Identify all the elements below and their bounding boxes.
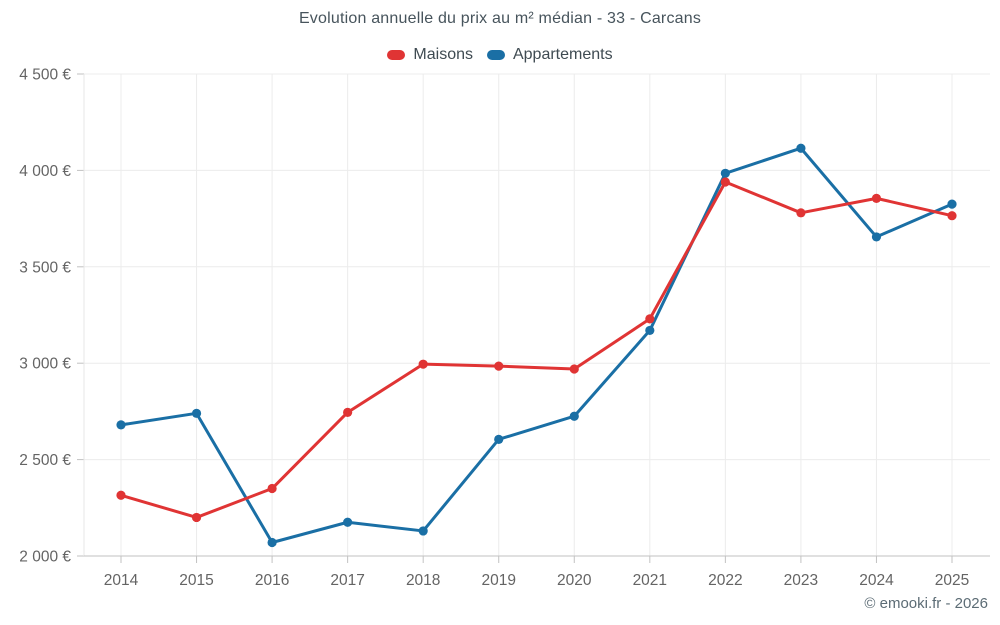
y-axis-tick-label: 2 000 € (19, 549, 71, 566)
data-point-appartements-2016[interactable] (267, 537, 277, 548)
x-axis-tick-label: 2016 (255, 572, 289, 589)
data-point-maisons-2022[interactable] (720, 177, 730, 187)
y-axis-tick-label: 3 000 € (19, 356, 71, 373)
data-point-maisons-2014[interactable] (116, 490, 126, 500)
data-point-maisons-2017[interactable] (343, 407, 353, 417)
data-point-maisons-2015[interactable] (191, 512, 202, 523)
y-axis-tick-label: 3 500 € (19, 259, 71, 276)
y-axis-tick-label: 4 500 € (19, 67, 71, 84)
data-point-appartements-2015[interactable] (191, 408, 202, 418)
data-point-appartements-2024[interactable] (871, 232, 882, 242)
x-axis-tick-label: 2017 (330, 572, 364, 589)
data-point-maisons-2021[interactable] (645, 314, 655, 324)
data-point-appartements-2017[interactable] (343, 517, 353, 527)
x-axis-tick-label: 2022 (708, 572, 742, 589)
y-axis-tick-label: 2 500 € (19, 452, 71, 469)
data-point-appartements-2014[interactable] (116, 420, 126, 430)
legend-swatch-appartements-icon (486, 50, 505, 60)
chart-legend: Maisons Appartements (0, 44, 1000, 66)
footer-credit: © emooki.fr - 2026 (864, 595, 988, 612)
legend-item-maisons[interactable]: Maisons (387, 46, 473, 64)
data-point-maisons-2016[interactable] (267, 483, 277, 494)
x-axis-tick-label: 2015 (179, 572, 213, 589)
data-point-appartements-2022[interactable] (720, 168, 730, 178)
data-point-maisons-2019[interactable] (494, 361, 504, 371)
data-point-appartements-2020[interactable] (569, 411, 579, 421)
data-point-maisons-2018[interactable] (418, 359, 428, 369)
data-point-appartements-2019[interactable] (494, 434, 504, 444)
legend-swatch-maisons-icon (387, 50, 406, 60)
legend-item-appartements[interactable]: Appartements (486, 46, 613, 64)
x-axis-tick-label: 2025 (935, 572, 969, 589)
chart-title: Evolution annuelle du prix au m² médian … (298, 10, 702, 27)
data-point-appartements-2023[interactable] (796, 143, 806, 153)
data-point-maisons-2025[interactable] (947, 211, 957, 221)
data-point-maisons-2020[interactable] (569, 364, 579, 374)
legend-label-maisons: Maisons (413, 46, 473, 63)
series-line-appartements (119, 146, 954, 545)
x-axis-tick-label: 2023 (784, 572, 818, 589)
x-axis-tick-label: 2014 (104, 572, 139, 589)
data-point-appartements-2021[interactable] (645, 325, 655, 336)
x-axis-tick-label: 2024 (859, 572, 894, 589)
x-axis-tick-label: 2020 (557, 572, 592, 589)
x-axis-tick-label: 2018 (406, 572, 440, 589)
x-axis-tick-label: 2019 (481, 572, 515, 589)
series-line-maisons (119, 180, 954, 519)
data-point-maisons-2023[interactable] (796, 208, 806, 218)
legend-label-appartements: Appartements (512, 46, 613, 63)
data-point-maisons-2024[interactable] (871, 193, 882, 203)
x-axis-tick-label: 2021 (633, 572, 667, 589)
y-axis-tick-label: 4 000 € (19, 163, 71, 180)
data-point-appartements-2018[interactable] (418, 526, 428, 536)
data-point-appartements-2025[interactable] (947, 199, 957, 209)
